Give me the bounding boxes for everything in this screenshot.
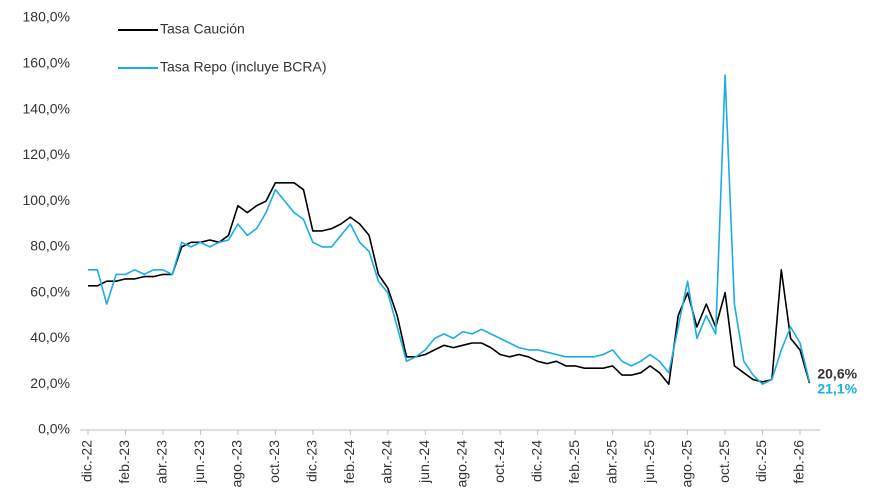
- x-tick-label: oct.-23: [266, 440, 282, 483]
- y-tick-label: 120,0%: [23, 146, 70, 162]
- y-tick-label: 140,0%: [23, 100, 70, 116]
- x-tick-label: dic.-23: [304, 440, 320, 482]
- y-tick-label: 180,0%: [23, 9, 70, 25]
- x-tick-label: dic.-24: [528, 440, 544, 482]
- x-tick-label: abr.-23: [154, 440, 170, 484]
- x-tick-label: abr.-25: [603, 440, 619, 484]
- x-tick-label: feb.-25: [566, 440, 582, 484]
- y-tick-label: 20,0%: [30, 375, 70, 391]
- legend-label: Tasa Caución: [160, 21, 245, 37]
- x-tick-label: dic.-25: [753, 440, 769, 482]
- legend-label: Tasa Repo (incluye BCRA): [160, 59, 327, 75]
- x-tick-label: feb.-23: [116, 440, 132, 484]
- y-tick-label: 0,0%: [38, 421, 70, 437]
- series-line: [88, 182, 811, 385]
- x-tick-label: oct.-24: [491, 440, 507, 483]
- x-tick-label: jun.-24: [416, 440, 432, 484]
- y-tick-label: 160,0%: [23, 54, 70, 70]
- x-tick-label: abr.-24: [378, 440, 394, 484]
- series-line: [88, 74, 811, 385]
- y-tick-label: 60,0%: [30, 283, 70, 299]
- x-tick-label: ago.-24: [453, 440, 469, 488]
- y-tick-label: 40,0%: [30, 329, 70, 345]
- end-label: 20,6%: [817, 366, 857, 382]
- x-tick-label: feb.-24: [341, 440, 357, 484]
- y-tick-label: 80,0%: [30, 238, 70, 254]
- x-tick-label: jun.-25: [641, 440, 657, 484]
- x-tick-label: feb.-26: [791, 440, 807, 484]
- x-tick-label: oct.-25: [716, 440, 732, 483]
- x-tick-label: dic.-22: [79, 440, 95, 482]
- x-tick-label: ago.-23: [229, 440, 245, 488]
- x-tick-label: ago.-25: [678, 440, 694, 488]
- end-label: 21,1%: [817, 380, 857, 396]
- y-tick-label: 100,0%: [23, 192, 70, 208]
- x-tick-label: jun.-23: [191, 440, 207, 484]
